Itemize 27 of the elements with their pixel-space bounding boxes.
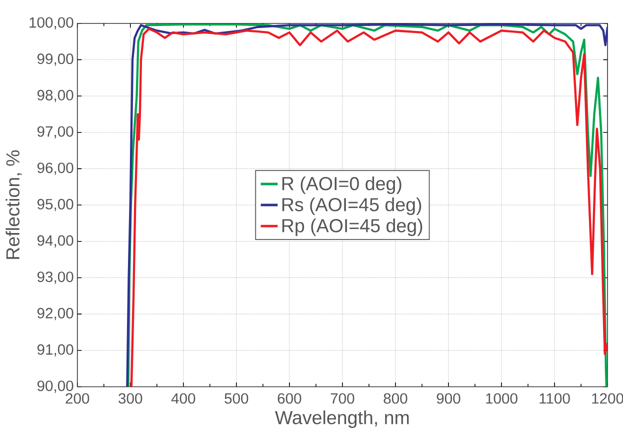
y-tick-label: 100,00 [30,17,74,30]
y-tick-label: 93,00 [37,272,74,284]
y-tick-label: 99,00 [37,53,74,66]
x-axis-title: Wavelength, nm [275,410,409,428]
x-tick-label: 200 [66,393,90,404]
x-tick-label: 400 [171,393,196,404]
x-tick-label: 700 [330,393,354,404]
x-tick-label: 1100 [540,393,570,404]
y-tick-label: 92,00 [37,308,74,320]
legend-label: Rp (AOI=45 deg) [282,218,422,236]
x-tick-label: 1200 [592,393,623,404]
x-tick-label: 1000 [486,393,518,404]
x-tick-label: 500 [224,393,248,404]
y-tick-label: 95,00 [37,198,74,212]
y-tick-label: 90,00 [37,380,74,393]
x-tick-label: 600 [278,393,302,404]
y-axis-title: Reflection, % [6,150,22,259]
y-tick-label: 91,00 [37,344,74,356]
x-tick-label: 800 [384,393,408,404]
x-tick-label: 900 [436,393,460,404]
legend-label: R (AOI=0 deg) [282,176,402,194]
y-tick-label: 98,00 [37,90,74,102]
y-tick-label: 94,00 [37,235,74,248]
y-tick-label: 97,00 [37,126,74,138]
y-tick-label: 96,00 [37,162,74,175]
legend-label: Rs (AOI=45 deg) [282,197,422,215]
x-tick-label: 300 [118,393,142,404]
